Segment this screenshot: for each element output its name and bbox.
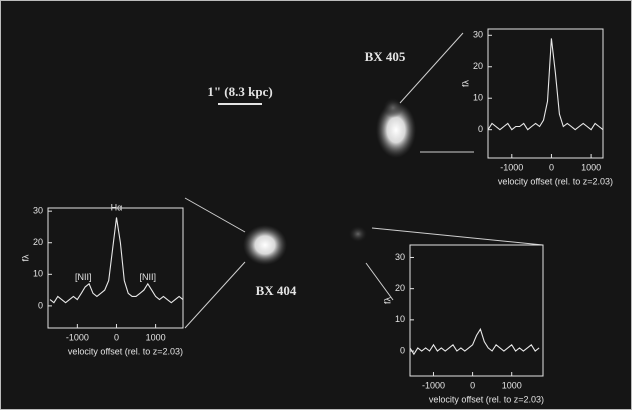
annotation: Hα — [111, 202, 123, 212]
x-tick-label: 1000 — [502, 380, 522, 390]
scale-label: 1" (8.3 kpc) — [207, 84, 272, 99]
x-tick-label: -1000 — [66, 332, 89, 342]
label-bx405: BX 405 — [365, 49, 406, 64]
galaxy-bx405-knot — [383, 98, 403, 118]
x-tick-label: 1000 — [581, 162, 601, 172]
y-axis-label: fλ — [20, 254, 30, 262]
x-tick-label: -1000 — [500, 162, 523, 172]
y-tick-label: 30 — [33, 206, 43, 216]
galaxy-bx404 — [243, 225, 287, 265]
y-tick-label: 0 — [478, 124, 483, 134]
y-tick-label: 10 — [473, 93, 483, 103]
y-tick-label: 0 — [400, 345, 405, 355]
y-tick-label: 30 — [473, 30, 483, 40]
annotation: [NII] — [140, 272, 157, 282]
y-tick-label: 30 — [395, 252, 405, 262]
y-tick-label: 0 — [38, 300, 43, 310]
x-tick-label: 0 — [114, 332, 119, 342]
galaxy-faint — [349, 226, 367, 242]
figure: BX 405 BX 404 1" (8.3 kpc) 0 10 20 30 -1000 0… — [0, 0, 632, 410]
y-tick-label: 20 — [33, 237, 43, 247]
x-tick-label: -1000 — [422, 380, 445, 390]
x-tick-label: 0 — [549, 162, 554, 172]
y-tick-label: 10 — [395, 314, 405, 324]
x-axis-label: velocity offset (rel. to z=2.03) — [498, 176, 613, 186]
x-tick-label: 0 — [470, 380, 475, 390]
x-tick-label: 1000 — [146, 332, 166, 342]
x-axis-label: velocity offset (rel. to z=2.03) — [429, 394, 544, 404]
x-axis-label: velocity offset (rel. to z=2.03) — [68, 346, 183, 356]
y-tick-label: 20 — [473, 61, 483, 71]
annotation: [NII] — [75, 272, 92, 282]
y-axis-label: fλ — [382, 297, 392, 305]
label-bx404: BX 404 — [256, 283, 297, 298]
y-tick-label: 20 — [395, 283, 405, 293]
y-tick-label: 10 — [33, 269, 43, 279]
y-axis-label: fλ — [460, 80, 470, 88]
